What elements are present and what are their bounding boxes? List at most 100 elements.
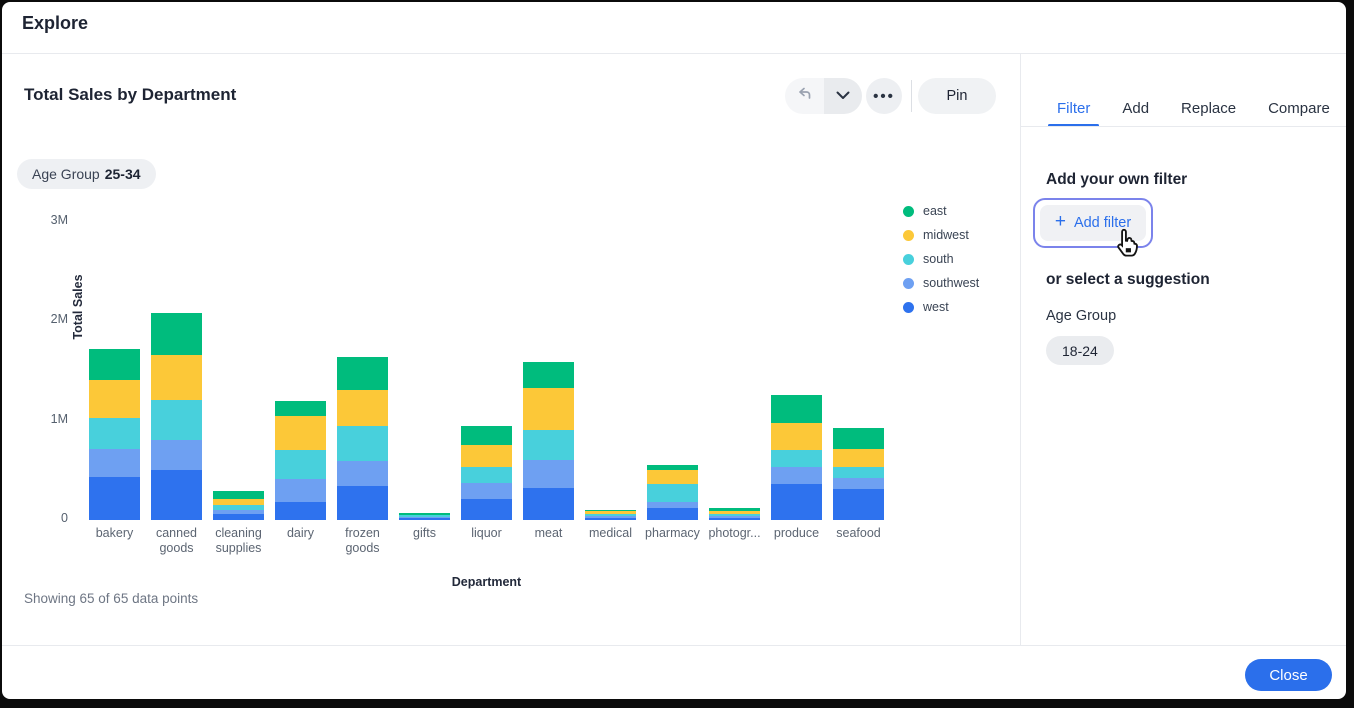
bar-produce[interactable] bbox=[771, 395, 822, 520]
tab-add[interactable]: Add bbox=[1113, 90, 1158, 127]
x-tick-label: canned goods bbox=[143, 526, 211, 556]
chevron-down-icon bbox=[836, 87, 850, 105]
explore-dialog: Explore Total Sales by Department Age Gr… bbox=[2, 2, 1346, 699]
bar-meat[interactable] bbox=[523, 362, 574, 520]
bar-segment-west[interactable] bbox=[771, 484, 822, 520]
suggestion-group-label: Age Group bbox=[1046, 308, 1116, 324]
legend-item-south[interactable]: south bbox=[903, 247, 979, 271]
bar-segment-west[interactable] bbox=[399, 518, 450, 520]
bar-pharmacy[interactable] bbox=[647, 465, 698, 520]
bar-segment-midwest[interactable] bbox=[337, 390, 388, 426]
bar-segment-midwest[interactable] bbox=[523, 388, 574, 430]
bar-bakery[interactable] bbox=[89, 349, 140, 520]
bar-segment-west[interactable] bbox=[275, 502, 326, 520]
y-tick-label: 1M bbox=[28, 412, 68, 426]
bar-dairy[interactable] bbox=[275, 401, 326, 520]
bar-segment-midwest[interactable] bbox=[647, 470, 698, 484]
panel-left-border bbox=[1020, 54, 1021, 645]
legend-item-southwest[interactable]: southwest bbox=[903, 271, 979, 295]
legend-item-midwest[interactable]: midwest bbox=[903, 223, 979, 247]
more-options-button[interactable]: ••• bbox=[866, 78, 902, 114]
bar-segment-west[interactable] bbox=[213, 514, 264, 520]
bar-segment-west[interactable] bbox=[709, 518, 760, 520]
undo-split-button bbox=[785, 78, 862, 114]
applied-filter-chip[interactable]: Age Group 25-34 bbox=[17, 159, 156, 189]
chart-title: Total Sales by Department bbox=[24, 85, 236, 105]
bar-segment-southwest[interactable] bbox=[337, 461, 388, 486]
bar-segment-east[interactable] bbox=[337, 357, 388, 390]
bar-photogr-[interactable] bbox=[709, 508, 760, 520]
pin-button[interactable]: Pin bbox=[918, 78, 996, 114]
bar-gifts[interactable] bbox=[399, 513, 450, 520]
plus-icon: + bbox=[1055, 211, 1066, 233]
bar-seafood[interactable] bbox=[833, 428, 884, 520]
panel-tabs: Filter Add Replace Compare bbox=[1048, 90, 1339, 127]
legend-label: east bbox=[923, 204, 947, 218]
toolbar-divider bbox=[911, 80, 912, 112]
undo-button[interactable] bbox=[785, 78, 824, 114]
tab-compare[interactable]: Compare bbox=[1259, 90, 1339, 127]
bar-segment-west[interactable] bbox=[461, 499, 512, 520]
bar-segment-south[interactable] bbox=[461, 467, 512, 483]
bar-segment-east[interactable] bbox=[523, 362, 574, 388]
add-filter-heading: Add your own filter bbox=[1046, 171, 1187, 189]
bar-segment-east[interactable] bbox=[213, 491, 264, 499]
bar-segment-south[interactable] bbox=[833, 467, 884, 478]
tabs-bottom-border bbox=[1021, 126, 1346, 127]
legend-dot bbox=[903, 302, 914, 313]
bar-segment-midwest[interactable] bbox=[89, 380, 140, 418]
tab-replace[interactable]: Replace bbox=[1172, 90, 1245, 127]
bar-segment-southwest[interactable] bbox=[771, 467, 822, 484]
bar-segment-midwest[interactable] bbox=[151, 355, 202, 400]
bar-cleaning-supplies[interactable] bbox=[213, 491, 264, 520]
bar-segment-southwest[interactable] bbox=[89, 449, 140, 478]
x-tick-label: dairy bbox=[267, 526, 335, 541]
undo-menu-button[interactable] bbox=[824, 78, 862, 114]
bar-segment-west[interactable] bbox=[337, 486, 388, 520]
suggestion-chip[interactable]: 18-24 bbox=[1046, 336, 1114, 365]
tab-filter[interactable]: Filter bbox=[1048, 90, 1099, 127]
bar-segment-east[interactable] bbox=[771, 395, 822, 423]
header-divider bbox=[2, 53, 1346, 54]
bar-segment-midwest[interactable] bbox=[461, 445, 512, 468]
chart-legend: east midwestsouthsouthwestwest bbox=[903, 199, 979, 319]
bar-segment-east[interactable] bbox=[461, 426, 512, 445]
x-tick-label: bakery bbox=[81, 526, 149, 541]
legend-item-west[interactable]: west bbox=[903, 295, 979, 319]
bar-segment-south[interactable] bbox=[771, 450, 822, 468]
bar-frozen-goods[interactable] bbox=[337, 357, 388, 520]
bar-segment-east[interactable] bbox=[151, 313, 202, 356]
bar-segment-southwest[interactable] bbox=[523, 460, 574, 488]
bar-segment-west[interactable] bbox=[89, 477, 140, 520]
bar-segment-east[interactable] bbox=[833, 428, 884, 449]
bar-segment-south[interactable] bbox=[89, 418, 140, 449]
bar-segment-west[interactable] bbox=[833, 489, 884, 520]
ellipsis-icon: ••• bbox=[873, 88, 895, 105]
bar-segment-east[interactable] bbox=[275, 401, 326, 416]
bar-segment-west[interactable] bbox=[647, 508, 698, 520]
data-points-note: Showing 65 of 65 data points bbox=[24, 591, 198, 606]
close-button[interactable]: Close bbox=[1245, 659, 1332, 691]
bar-segment-southwest[interactable] bbox=[461, 483, 512, 499]
bar-segment-southwest[interactable] bbox=[275, 479, 326, 502]
bar-segment-south[interactable] bbox=[523, 430, 574, 461]
bar-segment-south[interactable] bbox=[647, 484, 698, 502]
bar-segment-west[interactable] bbox=[585, 518, 636, 520]
bar-segment-south[interactable] bbox=[275, 450, 326, 480]
bar-segment-south[interactable] bbox=[151, 400, 202, 440]
bar-segment-southwest[interactable] bbox=[833, 478, 884, 489]
bar-segment-south[interactable] bbox=[337, 426, 388, 462]
bar-segment-east[interactable] bbox=[89, 349, 140, 380]
bar-medical[interactable] bbox=[585, 510, 636, 520]
bar-segment-midwest[interactable] bbox=[833, 449, 884, 468]
bar-segment-west[interactable] bbox=[523, 488, 574, 520]
bar-liquor[interactable] bbox=[461, 426, 512, 520]
bar-segment-midwest[interactable] bbox=[771, 423, 822, 450]
bar-canned-goods[interactable] bbox=[151, 313, 202, 521]
bar-segment-southwest[interactable] bbox=[151, 440, 202, 471]
legend-item-east[interactable]: east bbox=[903, 199, 979, 223]
bar-segment-west[interactable] bbox=[151, 470, 202, 520]
legend-dot bbox=[903, 278, 914, 289]
x-tick-label: cleaning supplies bbox=[205, 526, 273, 556]
bar-segment-midwest[interactable] bbox=[275, 416, 326, 450]
